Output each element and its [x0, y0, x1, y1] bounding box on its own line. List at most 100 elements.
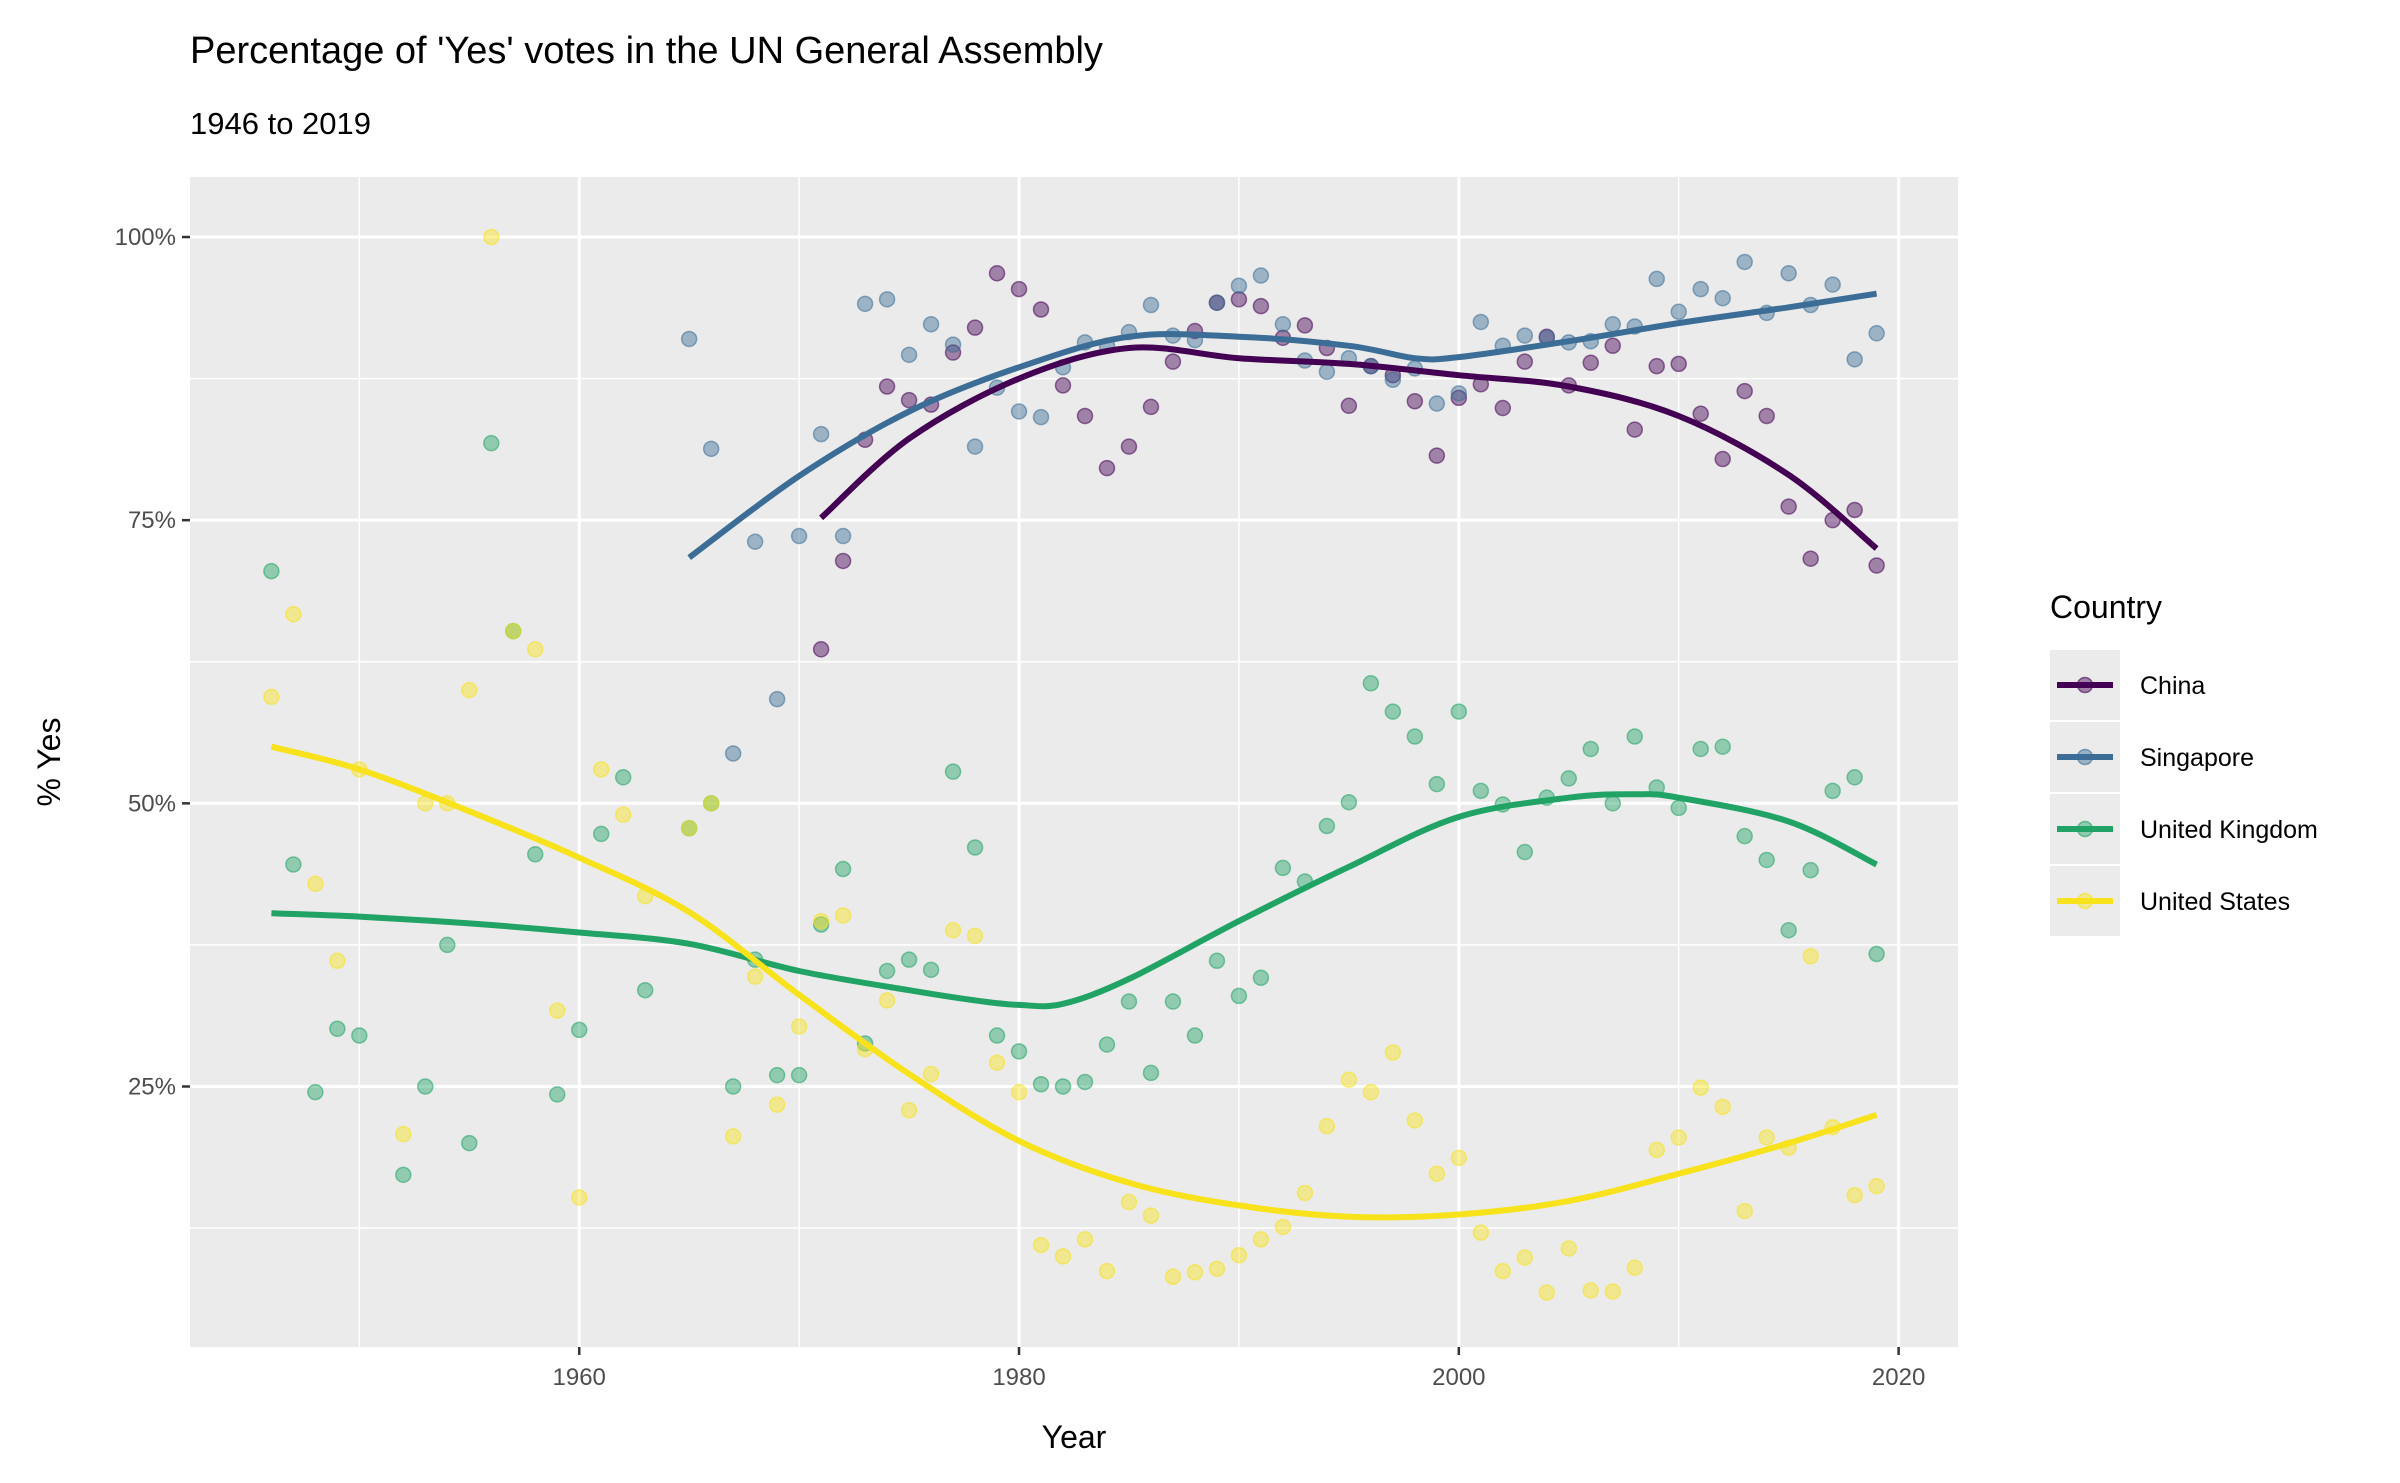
y-tick-label: 75% — [128, 507, 176, 534]
point-singapore — [1824, 276, 1841, 293]
point-singapore — [922, 315, 940, 333]
point-united-kingdom — [1692, 740, 1709, 758]
point-united-kingdom — [1098, 1036, 1116, 1053]
point-united-states — [614, 806, 632, 823]
point-united-states — [1626, 1259, 1643, 1276]
point-united-states — [680, 820, 698, 837]
point-united-kingdom — [1120, 993, 1138, 1010]
point-singapore — [1318, 363, 1336, 381]
x-tick-label: 2000 — [1432, 1364, 1485, 1391]
point-united-kingdom — [1252, 969, 1270, 987]
point-united-states — [548, 1002, 566, 1019]
chart-title: Percentage of 'Yes' votes in the UN Gene… — [190, 30, 1103, 72]
point-united-states — [790, 1018, 808, 1035]
point-united-states — [263, 688, 280, 706]
point-china — [1736, 382, 1753, 400]
point-united-kingdom — [1802, 861, 1819, 879]
x-tick-label: 1980 — [992, 1364, 1045, 1391]
point-united-kingdom — [592, 825, 610, 843]
point-singapore — [944, 336, 962, 353]
legend-label-united-states: United States — [2140, 888, 2290, 916]
point-united-kingdom — [834, 860, 852, 878]
y-axis-title: % Yes — [31, 718, 67, 807]
point-china — [900, 391, 918, 409]
point-china — [1054, 377, 1072, 394]
point-singapore — [1736, 253, 1753, 271]
point-united-states — [1054, 1248, 1072, 1265]
point-china — [1120, 438, 1138, 455]
point-singapore — [1648, 270, 1665, 288]
point-united-kingdom — [1758, 851, 1775, 869]
point-china — [1780, 498, 1797, 515]
point-united-states — [1736, 1202, 1753, 1220]
legend-title: Country — [2050, 589, 2162, 625]
point-united-kingdom — [329, 1020, 346, 1037]
point-united-states — [834, 907, 852, 924]
point-united-kingdom — [1054, 1078, 1072, 1095]
point-china — [1406, 393, 1424, 410]
point-china — [1670, 355, 1687, 373]
point-united-kingdom — [395, 1166, 412, 1184]
point-united-states — [1274, 1218, 1292, 1236]
point-united-states — [1340, 1071, 1358, 1088]
point-united-kingdom — [790, 1066, 808, 1084]
point-united-states — [570, 1189, 588, 1206]
point-united-kingdom — [1164, 993, 1182, 1010]
point-united-states — [812, 912, 830, 930]
point-united-kingdom — [1516, 843, 1534, 861]
point-united-kingdom — [570, 1021, 588, 1039]
point-united-kingdom — [263, 562, 280, 580]
point-united-kingdom — [1714, 738, 1731, 755]
point-united-kingdom — [614, 769, 632, 786]
point-singapore — [966, 438, 984, 455]
point-china — [1846, 501, 1863, 519]
point-united-states — [1582, 1282, 1600, 1299]
point-united-kingdom — [1472, 782, 1490, 800]
y-tick-label: 25% — [128, 1073, 176, 1100]
point-united-states — [944, 921, 962, 939]
point-united-kingdom — [1142, 1064, 1160, 1082]
x-axis-title: Year — [1042, 1419, 1107, 1455]
point-china — [1230, 291, 1248, 308]
point-china — [1494, 399, 1512, 417]
point-united-states — [307, 875, 324, 893]
point-united-kingdom — [1274, 859, 1292, 877]
point-united-states — [1252, 1231, 1270, 1248]
point-united-kingdom — [307, 1083, 324, 1101]
legend-label-singapore: Singapore — [2140, 744, 2254, 772]
point-singapore — [1252, 267, 1270, 284]
point-china — [1340, 397, 1358, 415]
point-united-states — [922, 1065, 940, 1083]
point-united-states — [1362, 1083, 1380, 1101]
point-united-states — [1560, 1240, 1578, 1257]
point-singapore — [856, 295, 874, 313]
point-united-kingdom — [1032, 1075, 1050, 1093]
point-united-kingdom — [351, 1027, 368, 1044]
point-united-kingdom — [1362, 675, 1380, 692]
point-united-states — [1406, 1112, 1424, 1129]
point-singapore — [1142, 296, 1160, 314]
legend: Country China Singapore United Kingdom Unit… — [2050, 589, 2318, 936]
point-singapore — [1208, 294, 1226, 311]
point-singapore — [746, 533, 764, 550]
point-united-kingdom — [548, 1086, 566, 1103]
point-united-states — [1494, 1262, 1512, 1280]
point-united-states — [878, 992, 896, 1009]
point-united-states — [702, 795, 720, 812]
legend-key-point-china — [2076, 676, 2094, 694]
point-united-kingdom — [1384, 703, 1402, 720]
point-united-states — [1318, 1117, 1336, 1135]
point-united-states — [1428, 1165, 1446, 1182]
point-united-states — [1802, 947, 1819, 965]
point-united-states — [1296, 1184, 1314, 1202]
point-china — [1604, 337, 1622, 355]
point-china — [1648, 357, 1665, 375]
point-united-kingdom — [1824, 782, 1841, 800]
point-china — [988, 265, 1006, 282]
point-singapore — [1714, 289, 1731, 307]
point-united-states — [768, 1096, 786, 1113]
point-united-states — [1120, 1193, 1138, 1211]
point-united-kingdom — [1780, 921, 1797, 939]
point-united-states — [1164, 1268, 1182, 1286]
point-singapore — [1032, 408, 1050, 426]
